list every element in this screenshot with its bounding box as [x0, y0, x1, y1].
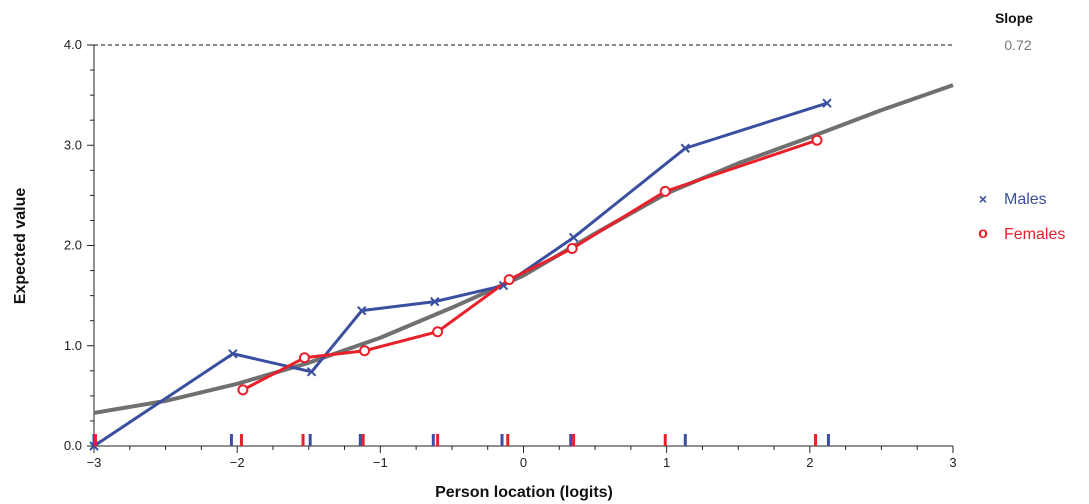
male-point-stroke	[568, 232, 579, 243]
male-point	[822, 98, 832, 108]
y-tick-label: 3.0	[64, 137, 82, 152]
x-tick-label: 3	[949, 455, 956, 470]
x-tick-label: −3	[87, 455, 102, 470]
female-point	[237, 384, 249, 396]
legend-males-label: Males	[1004, 191, 1047, 208]
female-point	[503, 274, 515, 286]
male-point	[430, 296, 440, 307]
male-point	[306, 367, 317, 377]
x-tick-label: 2	[806, 455, 813, 470]
y-tick-label: 0.0	[64, 438, 82, 453]
female-point	[566, 243, 578, 255]
female-point	[359, 345, 371, 357]
legend-females-label: Females	[1004, 226, 1065, 243]
expected-curve	[93, 83, 954, 415]
x-tick-label: −2	[230, 455, 245, 470]
male-point-stroke	[430, 296, 440, 307]
male-point-stroke	[357, 305, 367, 316]
y-tick-label: 4.0	[64, 37, 82, 52]
x-tick-label: 0	[520, 455, 527, 470]
slope-value: 0.72	[1004, 37, 1031, 53]
slope-title: Slope	[995, 10, 1033, 26]
x-tick-label: 1	[663, 455, 670, 470]
series-layer	[89, 98, 832, 451]
female-point	[298, 352, 310, 364]
y-tick-label: 1.0	[64, 338, 82, 353]
rug-layer	[92, 434, 830, 446]
male-point-stroke	[306, 367, 317, 377]
x-tick-label: −1	[373, 455, 388, 470]
female-point	[659, 185, 671, 197]
female-point	[811, 134, 823, 146]
x-axis-title: Person location (logits)	[435, 484, 613, 501]
male-point	[680, 143, 690, 153]
y-axis-title: Expected value	[12, 188, 29, 305]
y-tick-label: 2.0	[64, 238, 82, 253]
legend-males-marker: ×	[979, 191, 987, 207]
axes: 0.0 1.0 2.0 3.0 4.0 −3 −2 −1 0 1 2 3	[64, 37, 957, 470]
series-line-males	[93, 101, 828, 448]
series-line-females	[242, 138, 818, 392]
legend-females-marker: o	[978, 225, 988, 242]
male-point-stroke	[680, 143, 690, 153]
expected-curve-layer	[93, 83, 954, 415]
male-point	[357, 305, 367, 316]
male-point-stroke	[822, 98, 832, 108]
legend: × Males o Females	[978, 191, 1065, 243]
male-point-stroke	[228, 349, 238, 359]
female-point	[432, 326, 444, 338]
male-point	[228, 349, 238, 359]
male-point	[568, 232, 579, 243]
